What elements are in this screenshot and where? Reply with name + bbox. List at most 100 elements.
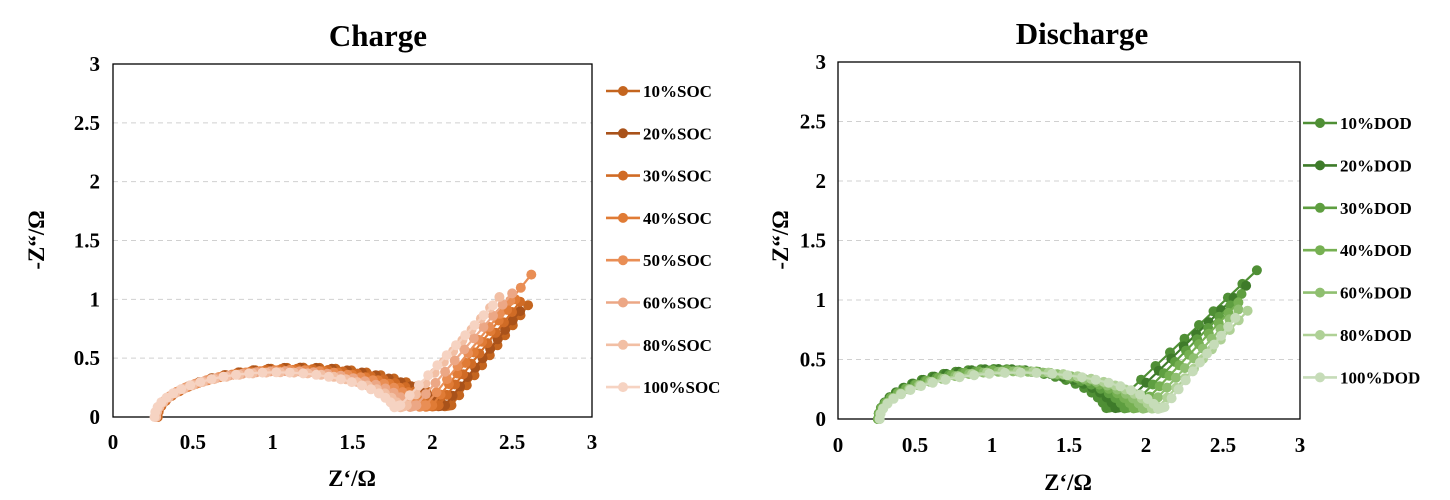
data-point [526, 269, 537, 280]
data-point [346, 377, 357, 388]
legend-label: 10%SOC [643, 82, 712, 101]
discharge-series-60pct-dod [874, 304, 1244, 424]
data-point [1180, 375, 1191, 386]
data-point [1015, 367, 1026, 378]
data-point [478, 310, 489, 321]
data-point [1000, 367, 1010, 378]
data-point [1170, 372, 1181, 383]
data-point [413, 380, 424, 391]
data-point [1216, 330, 1227, 341]
charge-y-axis-label: -Z“/Ω [24, 210, 49, 269]
discharge-legend-item: 40%DOD [1303, 241, 1412, 260]
charge-y-tick-label: 0.5 [74, 346, 100, 370]
data-point [395, 400, 406, 411]
discharge-legend-item: 30%DOD [1303, 199, 1412, 218]
legend-label: 30%DOD [1340, 199, 1412, 218]
discharge-series-20pct-dod [873, 280, 1252, 424]
data-point [1159, 402, 1170, 413]
charge-y-tick-label: 1.5 [74, 229, 100, 253]
data-point [244, 368, 255, 379]
discharge-legend-item: 10%DOD [1303, 114, 1412, 133]
data-point [1194, 357, 1205, 368]
legend-label: 10%DOD [1340, 114, 1412, 133]
data-point [916, 381, 926, 392]
data-point [1166, 393, 1177, 404]
data-point [420, 400, 431, 411]
charge-legend-item: 100%SOC [606, 378, 720, 397]
data-point [176, 384, 187, 395]
discharge-x-tick-label: 0 [833, 433, 844, 457]
data-point [1047, 368, 1058, 379]
legend-label: 20%DOD [1340, 156, 1412, 175]
discharge-y-axis-label: -Z“/Ω [768, 210, 793, 269]
charge-series-100pct-soc [149, 300, 498, 422]
data-point [1062, 370, 1073, 381]
charge-y-tick-label: 3 [90, 52, 101, 76]
data-point [430, 377, 441, 388]
data-point [423, 370, 434, 381]
data-point [257, 367, 268, 378]
legend-label: 100%DOD [1340, 368, 1420, 387]
discharge-y-tick-label: 0 [816, 407, 827, 431]
data-point [515, 282, 526, 293]
charge-legend-item: 20%SOC [606, 124, 712, 143]
data-point [1103, 377, 1114, 388]
legend-marker [618, 86, 628, 96]
charge-x-tick-label: 3 [587, 430, 598, 454]
charge-x-tick-label: 2.5 [499, 430, 525, 454]
data-point [1161, 382, 1172, 393]
data-point [488, 310, 498, 321]
charge-plot-area [112, 63, 593, 418]
discharge-x-tick-label: 1 [987, 433, 998, 457]
data-point [1179, 363, 1190, 374]
data-point [451, 340, 461, 351]
discharge-y-tick-label: 1.5 [800, 229, 826, 253]
legend-marker [1315, 245, 1325, 256]
legend-label: 30%SOC [643, 167, 712, 186]
data-point [1187, 366, 1198, 377]
data-point [168, 388, 179, 399]
data-point [206, 374, 217, 385]
discharge-x-tick-label: 3 [1295, 433, 1306, 457]
discharge-plot-area [837, 61, 1301, 420]
data-point [404, 390, 415, 401]
charge-y-tick-label: 0 [90, 405, 101, 429]
charge-y-tick-label: 2.5 [74, 111, 100, 135]
legend-label: 40%SOC [643, 209, 712, 228]
legend-marker [1315, 202, 1325, 213]
legend-label: 80%DOD [1340, 326, 1412, 345]
data-point [441, 350, 452, 361]
legend-label: 100%SOC [643, 378, 720, 397]
data-point [1223, 321, 1234, 332]
data-point [905, 385, 916, 395]
data-point [460, 330, 471, 341]
data-point [488, 300, 498, 311]
data-point [1242, 305, 1253, 316]
data-point [1251, 265, 1262, 276]
data-point [507, 315, 518, 326]
data-point [432, 360, 443, 371]
charge-x-tick-label: 2 [427, 430, 438, 454]
data-point [1126, 385, 1136, 396]
data-point [1194, 320, 1204, 330]
data-point [1209, 339, 1220, 350]
data-point [888, 393, 899, 404]
charge-chart-title: Charge [329, 18, 427, 53]
data-point [298, 368, 309, 379]
charge-legend-item: 40%SOC [606, 209, 712, 228]
charge-x-tick-label: 1.5 [339, 430, 365, 454]
discharge-legend-item: 60%DOD [1303, 284, 1412, 303]
charge-x-tick-label: 0.5 [180, 430, 206, 454]
data-point [523, 300, 534, 311]
data-point [984, 368, 995, 379]
legend-label: 50%SOC [643, 251, 712, 270]
data-point [185, 380, 196, 391]
data-point [323, 371, 334, 382]
data-point [1115, 381, 1126, 392]
discharge-y-tick-label: 0.5 [800, 348, 826, 372]
legend-marker [618, 255, 628, 266]
data-point [420, 389, 431, 400]
data-point [468, 333, 479, 344]
data-point [1179, 333, 1190, 344]
